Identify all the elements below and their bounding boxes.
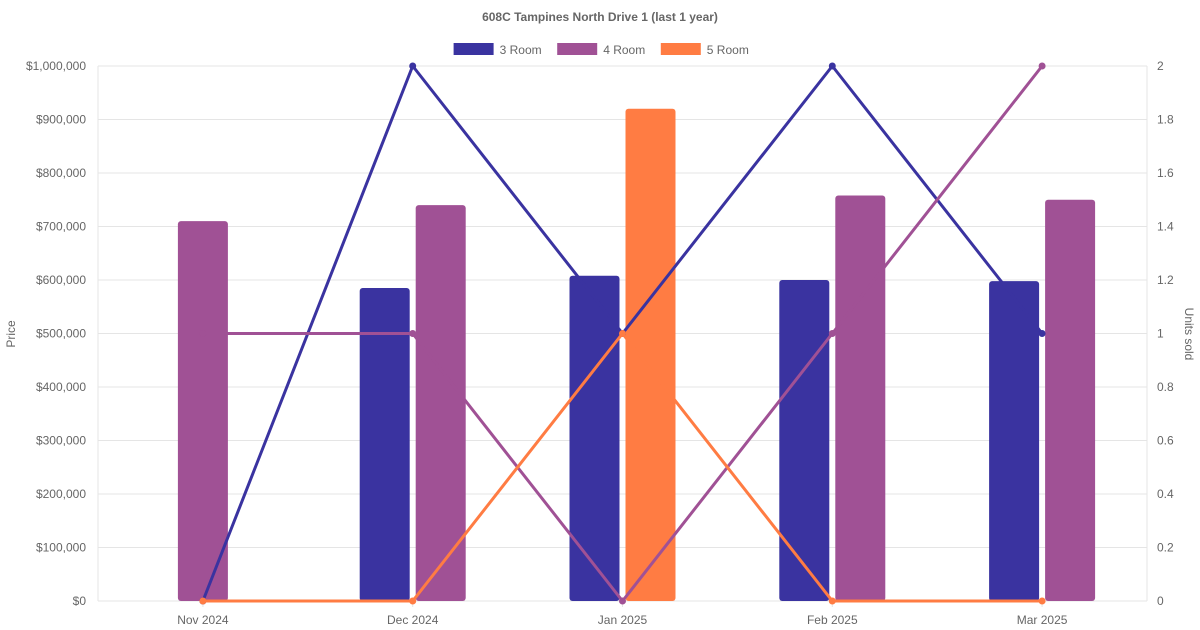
x-tick-label: Dec 2024: [387, 613, 439, 627]
point-4-room[interactable]: [1038, 62, 1046, 70]
bar-5-room[interactable]: [625, 108, 676, 602]
y2-tick-label: 0.2: [1157, 541, 1174, 555]
y2-tick-label: 0.4: [1157, 487, 1174, 501]
y-tick-label: $600,000: [36, 273, 86, 287]
y-axis-title: Price: [4, 320, 18, 348]
x-axis-ticks: Nov 2024 Dec 2024 Jan 2025 Feb 2025 Mar 2025: [177, 601, 1068, 627]
y-tick-label: $700,000: [36, 220, 86, 234]
legend-item-3-room[interactable]: 3 Room: [453, 43, 542, 57]
y-tick-label: $800,000: [36, 166, 86, 180]
point-5-room[interactable]: [1038, 597, 1046, 605]
y-tick-label: $0: [73, 594, 87, 608]
point-5-room[interactable]: [409, 597, 417, 605]
bar-4-room[interactable]: [415, 205, 466, 601]
y-tick-label: $400,000: [36, 380, 86, 394]
bars: [177, 108, 1096, 602]
point-4-room[interactable]: [409, 330, 417, 337]
point-4-room[interactable]: [619, 597, 626, 605]
y-tick-label: $100,000: [36, 541, 86, 555]
point-3-room[interactable]: [828, 62, 836, 70]
y2-tick-label: 2: [1157, 59, 1164, 73]
y-tick-label: $200,000: [36, 487, 86, 501]
y-axis-ticks: $0 $100,000 $200,000 $300,000 $400,000 $500,0…: [26, 59, 86, 608]
legend-item-5-room[interactable]: 5 Room: [660, 43, 749, 57]
y2-tick-label: 0.6: [1157, 434, 1174, 448]
bar-3-room[interactable]: [359, 288, 410, 601]
bar-4-room[interactable]: [1045, 199, 1096, 601]
point-5-room[interactable]: [199, 597, 207, 605]
legend-swatch: [660, 43, 701, 55]
y2-tick-label: 0: [1157, 594, 1164, 608]
unit-lines: [199, 62, 1046, 605]
legend-item-4-room[interactable]: 4 Room: [557, 43, 645, 57]
line-5-room: [202, 332, 1043, 603]
y-tick-label: $300,000: [36, 434, 86, 448]
legend-swatch: [453, 43, 494, 55]
x-tick-label: Mar 2025: [1017, 613, 1068, 627]
bar-3-room[interactable]: [569, 275, 620, 601]
point-4-room[interactable]: [199, 330, 207, 337]
y2-tick-label: 1.2: [1157, 273, 1174, 287]
legend[interactable]: 3 Room 4 Room 5 Room: [453, 43, 749, 57]
y2-tick-label: 1: [1157, 327, 1164, 341]
legend-swatch: [557, 43, 598, 55]
point-5-room[interactable]: [828, 597, 836, 605]
y-tick-label: $500,000: [36, 327, 86, 341]
x-tick-label: Nov 2024: [177, 613, 229, 627]
point-5-room[interactable]: [619, 330, 626, 337]
y2-tick-label: 0.8: [1157, 380, 1174, 394]
bar-4-room[interactable]: [835, 195, 886, 601]
x-tick-label: Feb 2025: [807, 613, 858, 627]
point-3-room[interactable]: [409, 62, 417, 70]
legend-label: 4 Room: [603, 43, 645, 57]
bar-3-room[interactable]: [779, 280, 830, 601]
legend-label: 3 Room: [500, 43, 542, 57]
bar-3-room[interactable]: [989, 281, 1040, 601]
point-3-room[interactable]: [1038, 330, 1046, 337]
chart-title: 608C Tampines North Drive 1 (last 1 year…: [482, 10, 718, 24]
y2-tick-label: 1.8: [1157, 113, 1174, 127]
y2-axis-title: Units sold: [1182, 308, 1196, 361]
x-tick-label: Jan 2025: [598, 613, 648, 627]
y2-tick-label: 1.4: [1157, 220, 1174, 234]
y2-axis-ticks: 0 0.2 0.4 0.6 0.8 1 1.2 1.4 1.6 1.8 2: [1157, 59, 1174, 608]
bar-4-room[interactable]: [177, 221, 228, 601]
point-4-room[interactable]: [828, 330, 836, 337]
y2-tick-label: 1.6: [1157, 166, 1174, 180]
y-tick-label: $900,000: [36, 113, 86, 127]
legend-label: 5 Room: [707, 43, 749, 57]
y-tick-label: $1,000,000: [26, 59, 86, 73]
